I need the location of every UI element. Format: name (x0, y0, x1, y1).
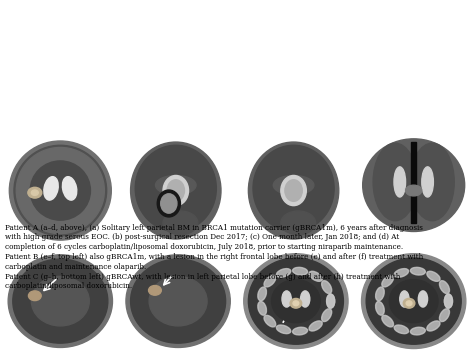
Ellipse shape (394, 269, 409, 277)
Ellipse shape (44, 177, 58, 200)
Ellipse shape (63, 177, 77, 200)
Ellipse shape (292, 327, 308, 335)
Ellipse shape (410, 327, 425, 335)
Ellipse shape (327, 294, 335, 308)
Ellipse shape (375, 287, 384, 301)
Ellipse shape (301, 291, 310, 307)
Ellipse shape (427, 321, 440, 331)
Ellipse shape (253, 145, 334, 231)
Ellipse shape (322, 281, 332, 294)
Ellipse shape (281, 175, 306, 206)
Text: b: b (125, 144, 132, 154)
Ellipse shape (163, 175, 189, 206)
Text: e: e (7, 255, 14, 265)
Text: c: c (243, 144, 248, 154)
Text: g: g (243, 255, 250, 265)
Text: f: f (125, 255, 129, 265)
Ellipse shape (406, 301, 412, 306)
Ellipse shape (366, 258, 461, 344)
Ellipse shape (293, 301, 299, 306)
Ellipse shape (264, 315, 276, 327)
Ellipse shape (276, 269, 291, 277)
Ellipse shape (155, 175, 196, 195)
Ellipse shape (410, 267, 425, 275)
Ellipse shape (406, 185, 422, 196)
Ellipse shape (290, 299, 301, 308)
Ellipse shape (389, 280, 438, 323)
Ellipse shape (445, 294, 453, 308)
Ellipse shape (131, 142, 221, 239)
Ellipse shape (272, 280, 320, 323)
Ellipse shape (248, 258, 343, 344)
Ellipse shape (16, 147, 104, 234)
Ellipse shape (14, 145, 107, 236)
Ellipse shape (285, 180, 302, 201)
Ellipse shape (131, 259, 226, 343)
Ellipse shape (244, 254, 348, 349)
Ellipse shape (382, 275, 393, 287)
Ellipse shape (394, 325, 409, 334)
Ellipse shape (161, 194, 177, 213)
Ellipse shape (403, 299, 415, 308)
Ellipse shape (394, 167, 406, 197)
Ellipse shape (422, 167, 433, 197)
Ellipse shape (30, 161, 91, 220)
Ellipse shape (439, 309, 449, 322)
Ellipse shape (28, 291, 41, 301)
Ellipse shape (362, 254, 466, 349)
Ellipse shape (157, 190, 181, 217)
Ellipse shape (163, 211, 198, 235)
Ellipse shape (281, 211, 316, 235)
Ellipse shape (327, 294, 335, 308)
Ellipse shape (410, 143, 454, 221)
Text: a: a (7, 144, 13, 154)
Ellipse shape (8, 255, 112, 348)
Ellipse shape (264, 275, 276, 287)
Text: h: h (360, 255, 367, 265)
Ellipse shape (148, 285, 161, 295)
Ellipse shape (258, 301, 266, 315)
Ellipse shape (373, 143, 417, 221)
Ellipse shape (9, 141, 111, 240)
Ellipse shape (282, 291, 291, 307)
Ellipse shape (31, 190, 38, 195)
Ellipse shape (149, 276, 207, 326)
Ellipse shape (363, 139, 465, 231)
Polygon shape (411, 142, 416, 223)
Ellipse shape (382, 315, 393, 327)
Ellipse shape (292, 267, 308, 275)
Ellipse shape (248, 142, 339, 239)
Ellipse shape (276, 325, 291, 334)
Ellipse shape (439, 281, 449, 294)
Ellipse shape (375, 301, 384, 315)
Ellipse shape (400, 291, 409, 307)
Ellipse shape (13, 259, 108, 343)
Ellipse shape (309, 271, 322, 282)
Ellipse shape (273, 175, 314, 195)
Ellipse shape (135, 145, 216, 231)
Ellipse shape (31, 276, 89, 326)
Ellipse shape (445, 294, 453, 308)
Ellipse shape (28, 187, 42, 198)
Ellipse shape (322, 309, 332, 322)
Ellipse shape (258, 287, 266, 301)
Text: Patient A (a–d, above), (a) Solitary left parietal BM in BRCA1 mutation carrier : Patient A (a–d, above), (a) Solitary lef… (5, 224, 423, 290)
Ellipse shape (309, 321, 322, 331)
Ellipse shape (167, 180, 184, 201)
Ellipse shape (419, 291, 428, 307)
Ellipse shape (427, 271, 440, 282)
Ellipse shape (126, 255, 230, 348)
Text: d: d (360, 144, 367, 154)
